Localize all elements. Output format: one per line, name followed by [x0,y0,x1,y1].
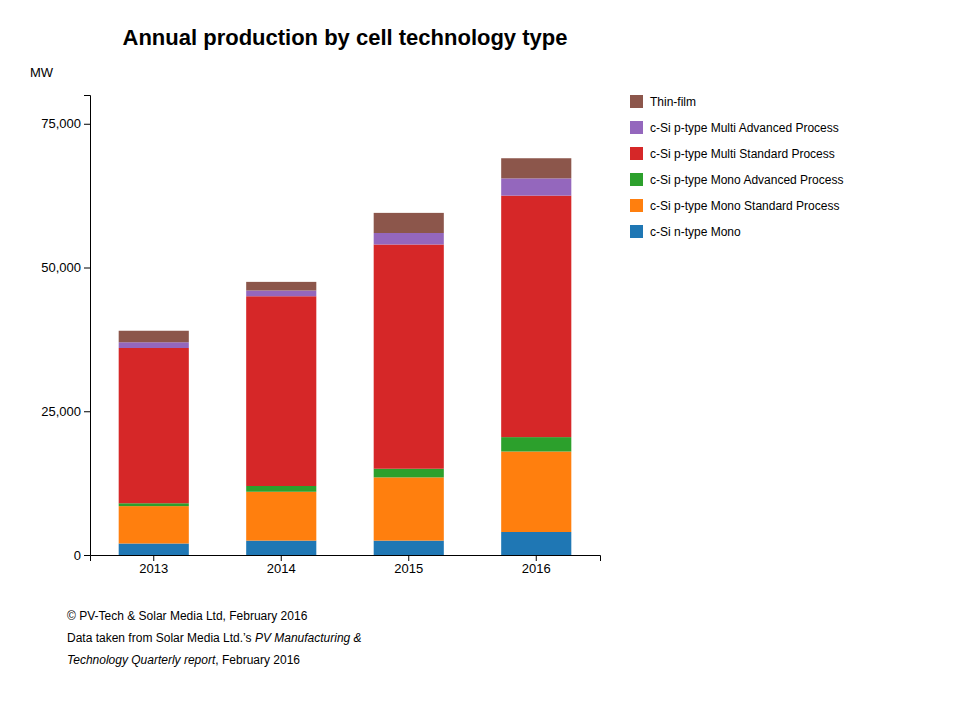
footer-line: Data taken from Solar Media Ltd.’s PV Ma… [67,631,362,645]
bar [246,486,316,492]
legend: Thin-film c-Si p-type Multi Advanced Proc… [630,95,843,239]
x-tick-label: 2014 [267,561,296,576]
legend-label: c-Si p-type Mono Advanced Process [650,173,843,187]
legend-label: c-Si p-type Multi Standard Process [650,147,835,161]
y-tick-mark [84,124,90,125]
title: Annual production by cell technology typ… [123,25,568,50]
legend-swatch [630,173,643,186]
x-tick-label: 2013 [139,561,168,576]
bar-series [119,178,572,348]
y-tick-label: 0 [74,548,81,563]
bar [501,158,571,178]
legend-swatch [630,225,643,238]
x-tick-mark [536,555,537,561]
legend-item: Thin-film [630,95,696,109]
bar [119,506,189,543]
bar [119,348,189,503]
y-tick: 25,000 [41,404,90,419]
bar [501,452,571,533]
x-tick: 2016 [522,555,551,576]
plot: 2013 2014 2015 2016 0 25,000 50,000 75,000 [41,96,600,577]
bar-series [119,158,572,342]
bar [501,178,571,195]
legend-item: c-Si p-type Multi Advanced Process [630,121,839,135]
x-tick-label: 2015 [394,561,423,576]
y-tick: 0 [74,548,90,563]
bar [246,282,316,291]
bar [501,196,571,438]
y-tick-label: 50,000 [41,260,81,275]
footer-text: , February 2016 [215,653,300,667]
legend-swatch [630,147,643,160]
y-tick: 50,000 [41,260,90,275]
x-tick-mark [281,555,282,561]
x-tick: 2015 [394,555,423,576]
x-tick-mark [408,555,409,561]
legend-label: c-Si n-type Mono [650,225,741,239]
y-tick-mark [84,268,90,269]
bar [246,492,316,541]
bar [374,477,444,540]
legend-swatch [630,199,643,212]
legend-swatch [630,95,643,108]
bar [501,532,571,555]
x-tick: 2014 [267,555,296,576]
footer-text: © PV-Tech & Solar Media Ltd, February 20… [67,609,308,623]
y-tick-label: 75,000 [41,116,81,131]
y-axis-label: MW [30,65,54,80]
legend-swatch [630,121,643,134]
bar [246,296,316,486]
y-tick: 75,000 [41,116,90,131]
legend-label: c-Si p-type Multi Advanced Process [650,121,839,135]
x-tick-mark [153,555,154,561]
bar [374,245,444,469]
footer-text: Technology Quarterly report [67,653,216,667]
bar [246,291,316,297]
legend-label: Thin-film [650,95,696,109]
bar [374,469,444,478]
y-tick-mark [84,555,90,556]
y-tick-mark [84,411,90,412]
legend-item: c-Si n-type Mono [630,225,741,239]
chart: 2013 2014 2015 2016 0 25,000 50,000 75,000 MW Ann… [0,0,960,720]
bar [374,233,444,245]
y-axis-line [84,96,91,556]
footer-text: PV Manufacturing & [255,631,362,645]
bar [119,544,189,556]
y-axis: 0 25,000 50,000 75,000 [41,96,90,563]
footer-text: Data taken from Solar Media Ltd.’s [67,631,255,645]
x-axis: 2013 2014 2015 2016 [91,555,601,576]
bar [501,437,571,451]
bars [119,158,572,555]
x-axis-line [91,556,601,562]
y-tick-label: 25,000 [41,404,81,419]
bar [119,342,189,348]
footer-line: © PV-Tech & Solar Media Ltd, February 20… [67,609,308,623]
x-tick: 2013 [139,555,168,576]
x-tick-label: 2016 [522,561,551,576]
legend-label: c-Si p-type Mono Standard Process [650,199,839,213]
legend-item: c-Si p-type Multi Standard Process [630,147,835,161]
footer-line: Technology Quarterly report, February 20… [67,653,300,667]
bar-series [119,196,572,504]
legend-item: c-Si p-type Mono Advanced Process [630,173,843,187]
bar [374,213,444,233]
bar [119,503,189,506]
legend-item: c-Si p-type Mono Standard Process [630,199,839,213]
bar [374,541,444,555]
bar [119,331,189,343]
bar [246,541,316,555]
